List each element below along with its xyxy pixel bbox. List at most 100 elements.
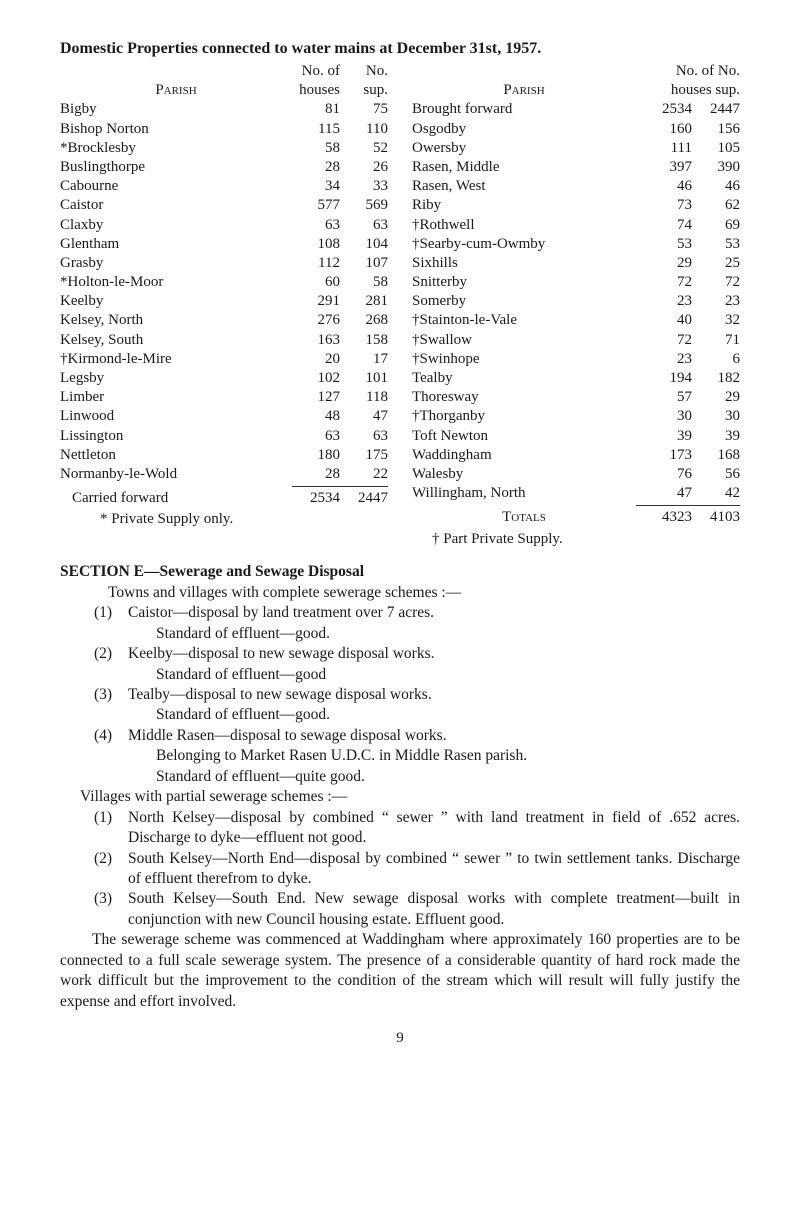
table-row: Nettleton180175 — [60, 446, 388, 465]
sup-value: 69 — [692, 216, 740, 235]
parish-name: †Stainton-le-Vale — [412, 311, 636, 330]
sup-value: 182 — [692, 369, 740, 388]
houses-value: 127 — [292, 388, 340, 407]
right-footnote: † Part Private Supply. — [412, 530, 740, 549]
parish-name: †Swallow — [412, 331, 636, 350]
table-row: Rasen, West4646 — [412, 177, 740, 196]
sup-value: 22 — [340, 465, 388, 484]
table-row: Legsby102101 — [60, 369, 388, 388]
parish-name: Kelsey, North — [60, 311, 292, 330]
sup-value: 281 — [340, 292, 388, 311]
houses-value: 28 — [292, 465, 340, 484]
right-column: No. of No. Parish houses sup. Brought fo… — [412, 62, 740, 549]
table-row: †Swinhope236 — [412, 350, 740, 369]
page-number: 9 — [60, 1030, 740, 1047]
table-row: Snitterby7272 — [412, 273, 740, 292]
houses-value: 53 — [636, 235, 692, 254]
parish-name: †Swinhope — [412, 350, 636, 369]
col-header: No. — [340, 62, 388, 81]
list-subtext: Belonging to Market Rasen U.D.C. in Midd… — [128, 746, 740, 766]
parish-name: Thoresway — [412, 388, 636, 407]
parish-name: Toft Newton — [412, 427, 636, 446]
table-row: Toft Newton3939 — [412, 427, 740, 446]
houses-value: 28 — [292, 158, 340, 177]
list-number: (3) — [94, 889, 128, 930]
list-item: (1)North Kelsey—disposal by combined “ s… — [94, 808, 740, 849]
houses-value: 48 — [292, 407, 340, 426]
houses-value: 39 — [636, 427, 692, 446]
parish-name: Nettleton — [60, 446, 292, 465]
list-text: North Kelsey—disposal by combined “ sewe… — [128, 808, 740, 849]
sup-value: 105 — [692, 139, 740, 158]
sup-value: 42 — [692, 484, 740, 503]
sup-value: 107 — [340, 254, 388, 273]
list-item: (2)South Kelsey—North End—disposal by co… — [94, 849, 740, 890]
houses-value: 34 — [292, 177, 340, 196]
parish-name: Bishop Norton — [60, 120, 292, 139]
table-row: Linwood4847 — [60, 407, 388, 426]
sup-value: 175 — [340, 446, 388, 465]
houses-value: 30 — [636, 407, 692, 426]
houses-value: 74 — [636, 216, 692, 235]
parish-name: Rasen, West — [412, 177, 636, 196]
sup-value: 158 — [340, 331, 388, 350]
table-row: Kelsey, North276268 — [60, 311, 388, 330]
carried-forward-label: Carried forward — [60, 489, 292, 508]
sup-value: 26 — [340, 158, 388, 177]
brought-forward-sup: 2447 — [692, 100, 740, 119]
list-number: (1) — [94, 603, 128, 623]
houses-value: 60 — [292, 273, 340, 292]
table-row: Sixhills2925 — [412, 254, 740, 273]
houses-value: 163 — [292, 331, 340, 350]
data-table: No. of No. Parish houses sup. Bigby8175B… — [60, 62, 740, 549]
houses-value: 276 — [292, 311, 340, 330]
parish-name: Claxby — [60, 216, 292, 235]
list-item: (1)Caistor—disposal by land treatment ov… — [94, 603, 740, 623]
houses-value: 173 — [636, 446, 692, 465]
sup-value: 390 — [692, 158, 740, 177]
col-header: No. of — [292, 62, 340, 81]
table-row: Limber127118 — [60, 388, 388, 407]
parish-name: Bigby — [60, 100, 292, 119]
table-row: Grasby112107 — [60, 254, 388, 273]
sup-value: 39 — [692, 427, 740, 446]
table-row: Normanby-le-Wold2822 — [60, 465, 388, 484]
sup-value: 168 — [692, 446, 740, 465]
sup-value: 6 — [692, 350, 740, 369]
list-number: (2) — [94, 849, 128, 890]
houses-value: 57 — [636, 388, 692, 407]
sup-value: 17 — [340, 350, 388, 369]
list-item: (3)Tealby—disposal to new sewage disposa… — [94, 685, 740, 705]
intro-towns: Towns and villages with complete sewerag… — [60, 583, 740, 603]
parish-name: Lissington — [60, 427, 292, 446]
sup-value: 53 — [692, 235, 740, 254]
sup-value: 72 — [692, 273, 740, 292]
list-subtext: Standard of effluent—good. — [128, 705, 740, 725]
parish-name: Linwood — [60, 407, 292, 426]
houses-value: 160 — [636, 120, 692, 139]
parish-name: Willingham, North — [412, 484, 636, 503]
list-subtext: Standard of effluent—good — [128, 665, 740, 685]
sup-value: 47 — [340, 407, 388, 426]
list-number: (2) — [94, 644, 128, 664]
sup-value: 63 — [340, 216, 388, 235]
houses-value: 180 — [292, 446, 340, 465]
list-text: South Kelsey—North End—disposal by combi… — [128, 849, 740, 890]
parish-name: Legsby — [60, 369, 292, 388]
col-header: Parish — [60, 81, 292, 100]
parish-name: Buslingthorpe — [60, 158, 292, 177]
sup-value: 110 — [340, 120, 388, 139]
list-number: (4) — [94, 726, 128, 746]
parish-name: †Kirmond-le-Mire — [60, 350, 292, 369]
table-row: Riby7362 — [412, 196, 740, 215]
list-item: (3)South Kelsey—South End. New sewage di… — [94, 889, 740, 930]
parish-name: Glentham — [60, 235, 292, 254]
houses-value: 58 — [292, 139, 340, 158]
sup-value: 56 — [692, 465, 740, 484]
table-row: †Thorganby3030 — [412, 407, 740, 426]
parish-name: †Thorganby — [412, 407, 636, 426]
houses-value: 40 — [636, 311, 692, 330]
table-row: †Kirmond-le-Mire2017 — [60, 350, 388, 369]
closing-paragraph: The sewerage scheme was commenced at Wad… — [60, 930, 740, 1012]
left-column: No. of No. Parish houses sup. Bigby8175B… — [60, 62, 388, 549]
